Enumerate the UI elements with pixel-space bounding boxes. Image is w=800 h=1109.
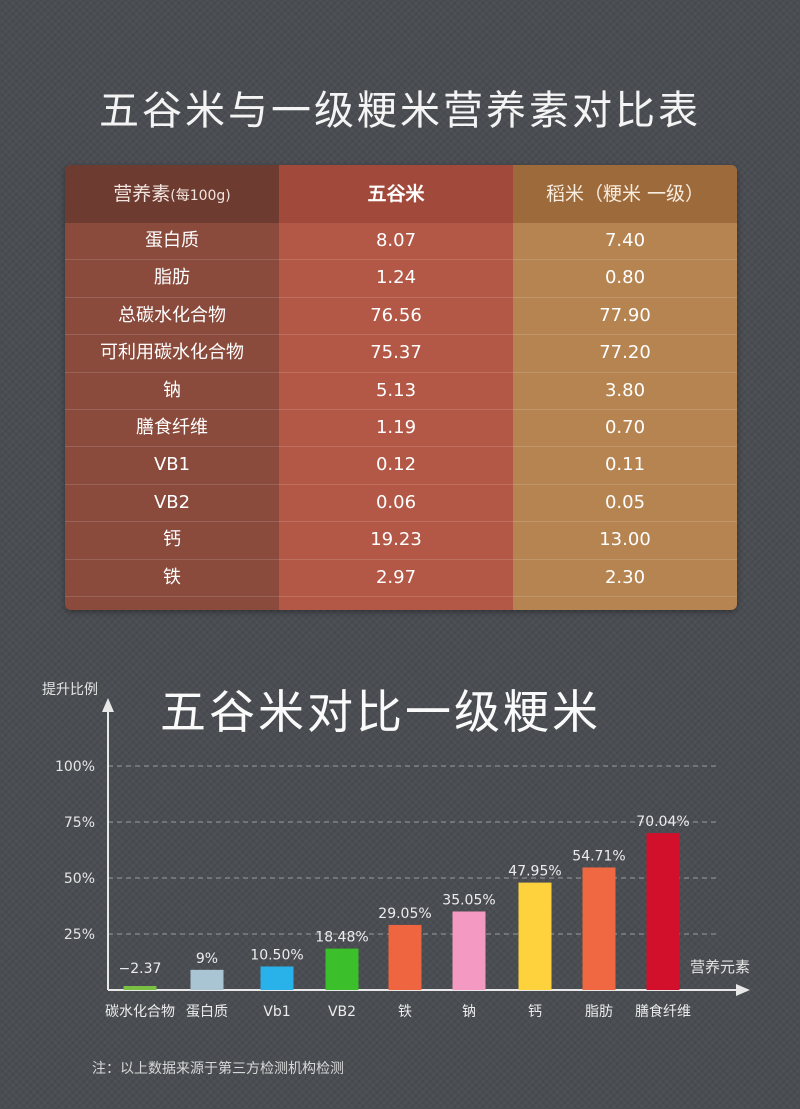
x-axis-label: 营养元素 xyxy=(690,958,750,976)
nutrient-cell: VB1 xyxy=(153,454,191,476)
table-row: 总碳水化合物 76.56 77.90 xyxy=(65,298,737,336)
data-label: 70.04% xyxy=(636,814,689,830)
table-row: 脂肪 1.24 0.80 xyxy=(65,260,737,298)
jingmi-value: 77.20 xyxy=(599,342,651,364)
nutrient-cell: 铁 xyxy=(163,566,181,588)
bar xyxy=(260,966,294,990)
jingmi-value: 0.11 xyxy=(604,454,646,476)
nutrient-cell: 可利用碳水化合物 xyxy=(100,342,244,364)
jingmi-value: 2.30 xyxy=(604,566,646,588)
table-row: 膳食纤维 1.19 0.70 xyxy=(65,410,737,448)
chart-title: 五谷米对比一级粳米 xyxy=(160,685,601,739)
wugumi-value: 76.56 xyxy=(370,304,422,326)
table-row: 钙 19.23 13.00 xyxy=(65,522,737,560)
y-axis-label: 提升比例 xyxy=(42,682,98,698)
table-body: 蛋白质 8.07 7.40 脂肪 1.24 0.80 总碳水化合物 76.56 77.90 可利用… xyxy=(65,223,737,597)
data-label: 18.48% xyxy=(315,930,368,946)
data-label: 10.50% xyxy=(250,947,303,963)
jingmi-value: 0.70 xyxy=(604,416,646,438)
wugumi-value: 0.12 xyxy=(375,454,417,476)
bar xyxy=(123,986,157,990)
bar xyxy=(518,882,552,990)
wugumi-value: 75.37 xyxy=(370,342,422,364)
column-jingmi-bg xyxy=(513,165,737,610)
header-wugumi: 五谷米 xyxy=(279,165,513,223)
source-note: 注：以上数据来源于第三方检测机构检测 xyxy=(92,1061,344,1077)
data-label: 29.05% xyxy=(378,906,431,922)
x-tick-label: 膳食纤维 xyxy=(635,1003,691,1020)
x-tick-label: 钙 xyxy=(528,1004,542,1020)
nutrient-cell: 蛋白质 xyxy=(145,230,199,251)
bar xyxy=(582,867,616,990)
bar xyxy=(452,911,486,990)
wugumi-value: 19.23 xyxy=(370,529,422,551)
nutrient-cell: 总碳水化合物 xyxy=(118,304,226,326)
data-label: 47.95% xyxy=(508,864,561,880)
x-axis-arrow xyxy=(736,984,750,996)
nutrient-cell: VB2 xyxy=(153,491,191,513)
wugumi-value: 1.19 xyxy=(375,416,417,438)
x-tick-label: 碳水化合物 xyxy=(105,1004,175,1020)
y-tick-label: 75% xyxy=(64,815,95,831)
bar xyxy=(190,969,224,990)
bar xyxy=(388,924,422,990)
jingmi-value: 0.80 xyxy=(604,267,646,289)
x-tick-label: 蛋白质 xyxy=(186,1004,228,1020)
bar xyxy=(325,948,359,990)
data-label: −2.37 xyxy=(119,961,162,977)
x-tick-label: 钠 xyxy=(462,1004,476,1020)
table-row: VB2 0.06 0.05 xyxy=(65,485,737,523)
jingmi-value: 0.05 xyxy=(604,491,646,513)
y-tick-label: 100% xyxy=(55,759,95,775)
y-tick-label: 25% xyxy=(64,927,95,943)
column-nutrient-bg xyxy=(65,165,279,610)
jingmi-value: 7.40 xyxy=(604,230,646,251)
table-row: 蛋白质 8.07 7.40 xyxy=(65,223,737,261)
nutrient-cell: 膳食纤维 xyxy=(136,416,208,438)
x-tick-label: 脂肪 xyxy=(585,1004,613,1020)
nutrient-cell: 钠 xyxy=(163,379,181,401)
nutrient-cell: 钙 xyxy=(163,529,181,551)
wugumi-value: 8.07 xyxy=(375,230,417,251)
table-header: 营养素(每100g) 五谷米 稻米（粳米 一级） xyxy=(65,165,737,223)
table-row: 铁 2.97 2.30 xyxy=(65,560,737,597)
table-row: VB1 0.12 0.11 xyxy=(65,447,737,485)
x-tick-label: Vb1 xyxy=(263,1004,290,1020)
table-row: 钠 5.13 3.80 xyxy=(65,373,737,410)
wugumi-value: 0.06 xyxy=(375,491,417,513)
jingmi-value: 13.00 xyxy=(599,529,651,551)
x-tick-label: 铁 xyxy=(398,1004,412,1020)
data-label: 9% xyxy=(196,951,218,967)
table-row: 可利用碳水化合物 75.37 77.20 xyxy=(65,335,737,373)
jingmi-value: 3.80 xyxy=(604,379,646,401)
y-axis-arrow xyxy=(102,698,114,712)
nutrient-cell: 脂肪 xyxy=(154,267,190,289)
nutrition-table: 营养素(每100g) 五谷米 稻米（粳米 一级） 蛋白质 8.07 7.40 脂肪 1.… xyxy=(65,165,737,610)
column-wugumi-bg xyxy=(279,165,513,610)
header-jingmi: 稻米（粳米 一级） xyxy=(513,165,737,223)
x-tick-label: VB2 xyxy=(328,1004,356,1020)
wugumi-value: 1.24 xyxy=(375,267,417,289)
wugumi-value: 2.97 xyxy=(375,566,417,588)
wugumi-value: 5.13 xyxy=(375,379,417,401)
y-tick-label: 50% xyxy=(64,871,95,887)
header-nutrient: 营养素(每100g) xyxy=(65,165,279,223)
table-title: 五谷米与一级粳米营养素对比表 xyxy=(99,88,701,134)
bar xyxy=(646,833,680,990)
data-label: 35.05% xyxy=(442,892,495,908)
data-label: 54.71% xyxy=(572,848,625,864)
jingmi-value: 77.90 xyxy=(599,304,651,326)
